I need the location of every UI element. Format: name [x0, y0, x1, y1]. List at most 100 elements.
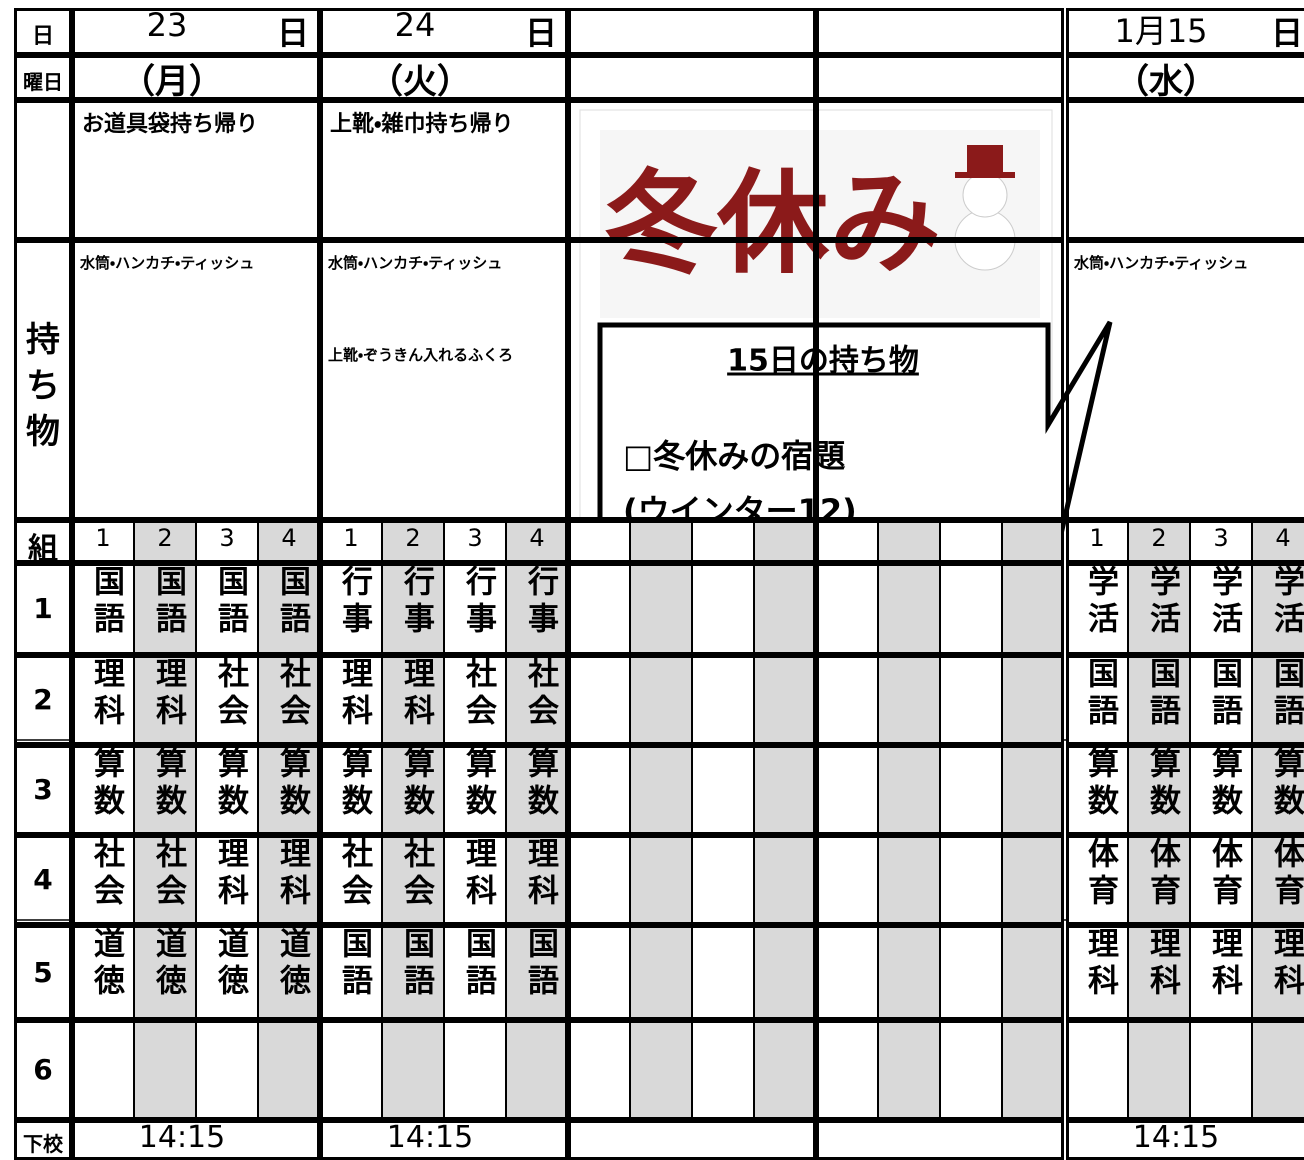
- cell: [816, 745, 1064, 835]
- subject: 体育: [1144, 837, 1180, 911]
- cell: [1190, 1020, 1252, 1120]
- cell: [14, 745, 72, 835]
- cell: [630, 520, 692, 563]
- class-number: 1: [95, 524, 111, 552]
- cell: [816, 835, 878, 925]
- cell: [72, 520, 320, 563]
- subject: 行事: [460, 565, 496, 639]
- cell: [630, 835, 692, 925]
- subject: 行事: [398, 565, 434, 639]
- cell: [568, 520, 816, 563]
- cell: [816, 563, 878, 655]
- weekday: （火）: [369, 62, 471, 102]
- cell: [382, 655, 444, 745]
- class-number: 1: [343, 524, 359, 552]
- subject: 理科: [398, 657, 434, 731]
- subject: 学活: [1082, 565, 1118, 639]
- cell: [816, 55, 1064, 100]
- cell: [1066, 520, 1128, 563]
- subject: 理科: [522, 837, 558, 911]
- cell: [320, 520, 568, 563]
- subject: 道徳: [150, 927, 186, 1001]
- subject: 学活: [1144, 565, 1180, 639]
- subject: 社会: [274, 657, 310, 731]
- cell: [1252, 835, 1304, 925]
- cell: [72, 835, 320, 925]
- subject: 国語: [88, 565, 124, 639]
- cell: [816, 520, 1064, 563]
- cell: [72, 55, 320, 100]
- dismissal-time: 14:15: [138, 1120, 226, 1155]
- subject: 理科: [274, 837, 310, 911]
- subject: 社会: [88, 837, 124, 911]
- subject: 国語: [398, 927, 434, 1001]
- cell: [940, 925, 1002, 1020]
- subject: 算数: [522, 747, 558, 821]
- subject: 道徳: [212, 927, 248, 1001]
- cell: [14, 520, 72, 563]
- subject: 体育: [1268, 837, 1304, 911]
- subject: 学活: [1206, 565, 1242, 639]
- cell: [1128, 520, 1190, 563]
- cell: [320, 925, 568, 1020]
- cell: [816, 8, 1064, 55]
- subject: 行事: [522, 565, 558, 639]
- class-number: 4: [1275, 524, 1291, 552]
- subject: 算数: [398, 747, 434, 821]
- cell: [692, 563, 754, 655]
- cell: [72, 240, 320, 520]
- item: 水筒・ハンカチ・ティッシュ: [1074, 254, 1249, 272]
- cell: [72, 8, 320, 55]
- subject: 道徳: [274, 927, 310, 1001]
- cell: [14, 240, 72, 520]
- date: 1月15: [1114, 12, 1208, 50]
- cell: [1066, 240, 1304, 520]
- cell: [382, 925, 444, 1020]
- subject: 社会: [336, 837, 372, 911]
- cell: [1066, 1120, 1304, 1160]
- cell: [382, 745, 444, 835]
- cell: [568, 55, 816, 100]
- subject: 算数: [1268, 747, 1304, 821]
- cell: [940, 1020, 1002, 1120]
- subject: 理科: [1082, 927, 1118, 1001]
- subject: 理科: [150, 657, 186, 731]
- cell: [692, 655, 754, 745]
- cell: [1002, 563, 1064, 655]
- cell: [1066, 563, 1304, 655]
- row-label: 組: [28, 531, 58, 567]
- cell: [568, 520, 630, 563]
- cell: [568, 745, 816, 835]
- date: 24: [394, 6, 436, 44]
- weekday: （水）: [1115, 62, 1217, 102]
- subject: 理科: [88, 657, 124, 731]
- cell: [568, 563, 816, 655]
- cell: [1128, 1020, 1190, 1120]
- cell: [320, 55, 568, 100]
- weekday: （月）: [121, 62, 223, 102]
- cell: [506, 1020, 568, 1120]
- cell: [72, 563, 320, 655]
- cell: [816, 100, 1064, 240]
- cell: [940, 520, 1002, 563]
- subject: 算数: [212, 747, 248, 821]
- cell: [72, 100, 320, 240]
- cell: [1190, 745, 1252, 835]
- cell: [1066, 55, 1304, 100]
- cell: [72, 925, 320, 1020]
- cell: [816, 835, 1064, 925]
- cell: [1066, 745, 1304, 835]
- subject: 理科: [212, 837, 248, 911]
- cell: [1002, 745, 1064, 835]
- cell: [568, 1020, 630, 1120]
- cell: [14, 55, 72, 100]
- cell: [506, 563, 568, 655]
- cell: [1066, 925, 1128, 1020]
- cell: [14, 1120, 72, 1160]
- cell: [878, 563, 940, 655]
- cell: [196, 563, 258, 655]
- subject: 算数: [1144, 747, 1180, 821]
- date-suffix: 日: [1271, 14, 1304, 52]
- row-label: 日: [31, 24, 54, 50]
